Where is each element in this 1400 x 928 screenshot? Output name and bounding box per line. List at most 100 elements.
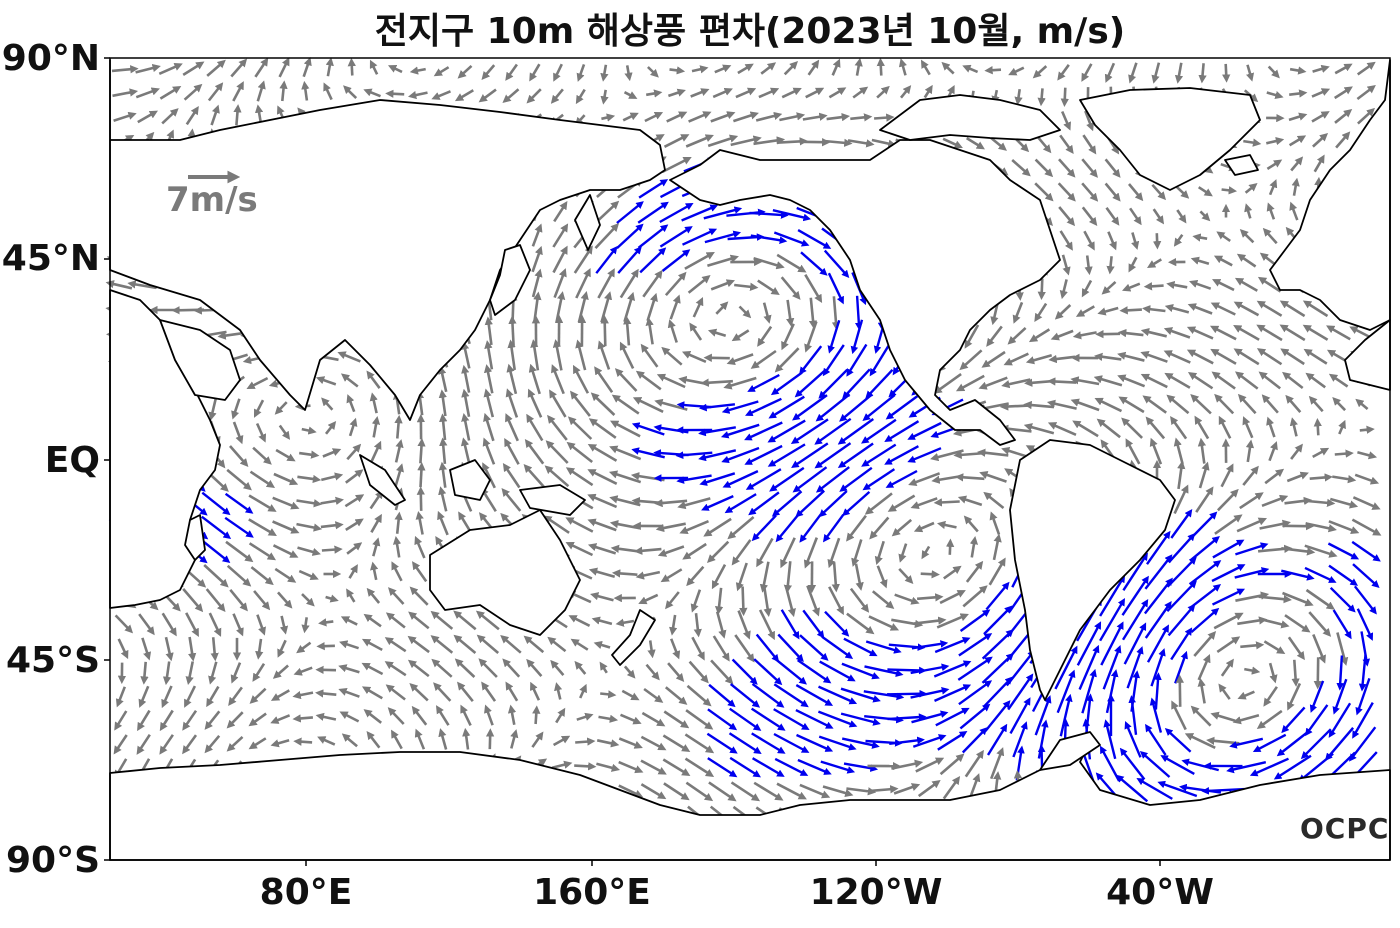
wind-vector [1119,747,1146,781]
wind-vector [544,465,570,488]
wind-vector [347,57,356,76]
wind-vector [687,275,711,294]
wind-vector [645,317,654,345]
wind-vector [531,268,543,298]
wind-vector [1189,279,1212,290]
wind-vector [715,611,727,639]
wind-vector [978,376,1008,390]
wind-vector [1257,276,1282,293]
wind-vector [460,704,472,726]
wind-vector [1210,302,1236,316]
wind-vector [703,206,743,220]
wind-vector [524,438,545,465]
wind-vector [840,712,881,726]
wind-vector [344,494,365,508]
wind-vector [1289,89,1308,98]
wind-vector [934,684,972,702]
wind-vector [846,787,877,796]
wind-vector [729,756,761,778]
wind-vector [618,760,644,774]
wind-vector [780,276,801,300]
wind-vector [661,346,683,366]
wind-vector [1266,159,1283,170]
wind-vector [409,683,429,702]
wind-vector [699,472,736,486]
wind-vector [639,247,667,274]
wind-vector [1104,182,1121,202]
wind-vector [415,390,425,416]
wind-vector [703,517,732,537]
wind-vector [530,339,540,371]
wind-vector [1237,690,1255,700]
wind-vector [229,588,248,612]
wind-vector [1211,588,1246,606]
wind-vector [609,420,641,438]
wind-vector [507,339,516,371]
wind-vector [233,104,242,126]
wind-vector [983,605,1013,635]
wind-vector [1072,331,1097,340]
wind-vector [407,635,430,654]
wind-vector [920,570,940,579]
wind-vector [226,564,252,587]
wind-vector [476,634,500,654]
wind-vector [1186,326,1214,340]
wind-vector [1118,396,1145,414]
wind-vector [1047,377,1077,386]
wind-vector [1329,586,1356,613]
wind-vector [690,88,710,98]
wind-vector [297,474,322,484]
wind-vector [686,684,712,707]
wind-vector [292,690,314,700]
wind-vector [776,137,808,146]
wind-vector [876,85,890,99]
wind-vector [1263,686,1278,707]
wind-vector [723,376,757,390]
wind-vector [645,89,663,98]
wind-vector [887,713,927,721]
wind-vector [942,137,963,149]
wind-vector [803,537,819,569]
wind-vector [575,737,596,746]
wind-vector [1313,418,1322,436]
wind-vector [983,491,1005,510]
wind-vector [394,414,403,439]
wind-vector [184,685,197,708]
wind-vector [1099,597,1125,642]
wind-vector [854,295,863,331]
wind-vector [598,714,619,723]
wind-vector [1037,719,1049,759]
wind-vector [773,231,810,247]
wind-vector [387,707,405,725]
wind-vector [665,591,680,610]
wind-vector [555,291,566,323]
wind-vector [775,513,800,543]
wind-vector [346,542,363,555]
wind-vector [593,640,611,649]
wind-vector [640,735,667,751]
wind-vector [939,590,966,605]
wind-vector [748,491,780,516]
wind-vector [817,710,858,728]
wind-vector [228,686,243,706]
wind-vector [1024,378,1054,387]
wind-vector [1059,279,1068,300]
wind-vector [911,710,949,724]
wind-vector [1258,371,1281,390]
coastline-africa-east-edge [1344,319,1391,391]
wind-vector [1037,278,1046,301]
wind-vector [481,64,496,80]
wind-vector [828,87,847,99]
wind-vector [1047,422,1077,436]
wind-vector [579,683,587,699]
wind-vector [1190,607,1220,634]
wind-vector [802,609,825,639]
coastline-north-america [669,139,1061,446]
wind-vector [1263,640,1286,655]
wind-vector [417,438,426,464]
wind-vector [384,637,407,653]
wind-vector [302,57,312,78]
wind-vector [943,565,962,580]
wind-vector [1093,375,1123,387]
